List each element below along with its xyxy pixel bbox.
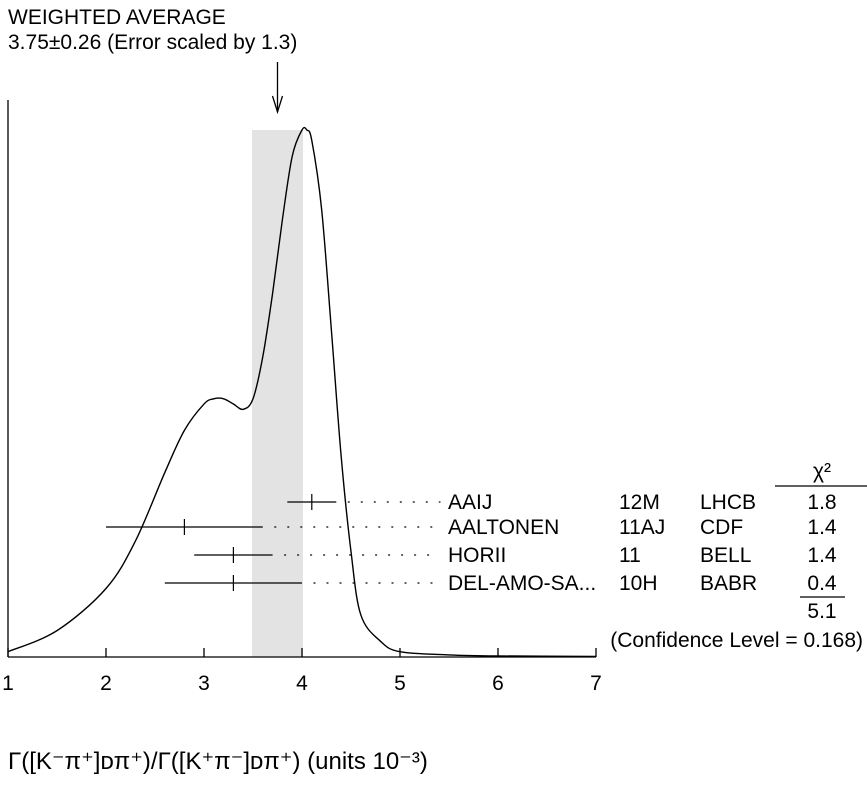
average-arrow-head [271, 95, 284, 115]
measurement-author: HORII [448, 544, 506, 567]
ideogram-curve [7, 126, 597, 658]
measurement-ref: 10H [619, 572, 658, 595]
chart-subtitle: 3.75±0.26 (Error scaled by 1.3) [8, 31, 298, 54]
x-tick-label: 5 [394, 672, 406, 695]
x-tick-label: 6 [492, 672, 504, 695]
measurement-ref: 12M [619, 491, 660, 514]
measurement-chi2: 1.8 [807, 491, 836, 514]
measurement-ref: 11 [619, 544, 641, 567]
x-tick-label: 4 [296, 672, 308, 695]
measurement-chi2: 0.4 [807, 572, 837, 595]
chi2-total: 5.1 [807, 600, 836, 623]
x-tick-label: 2 [100, 672, 112, 695]
x-tick-label: 1 [2, 672, 14, 695]
chart-title: WEIGHTED AVERAGE [8, 6, 226, 29]
confidence-level: (Confidence Level = 0.168) [610, 629, 863, 652]
measurement-author: AALTONEN [448, 516, 559, 539]
measurement-chi2: 1.4 [807, 516, 837, 539]
measurement-author: AAIJ [448, 491, 492, 514]
x-tick-label: 3 [198, 672, 210, 695]
chi2-header: χ² [813, 460, 831, 483]
measurement-ref: 11AJ [619, 516, 665, 539]
x-axis-label: Γ([K⁻π⁺]ᴅπ⁺)/Γ([K⁺π⁻]ᴅπ⁺) (units 10⁻³) [8, 748, 428, 775]
measurement-experiment: BELL [700, 544, 751, 567]
x-tick-label: 7 [590, 672, 602, 695]
measurement-experiment: LHCB [700, 491, 756, 514]
measurement-experiment: BABR [700, 572, 757, 595]
weighted-average-band [252, 130, 303, 657]
measurement-author: DEL-AMO-SA... [448, 572, 596, 595]
measurement-chi2: 1.4 [807, 544, 837, 567]
measurement-experiment: CDF [700, 516, 743, 539]
